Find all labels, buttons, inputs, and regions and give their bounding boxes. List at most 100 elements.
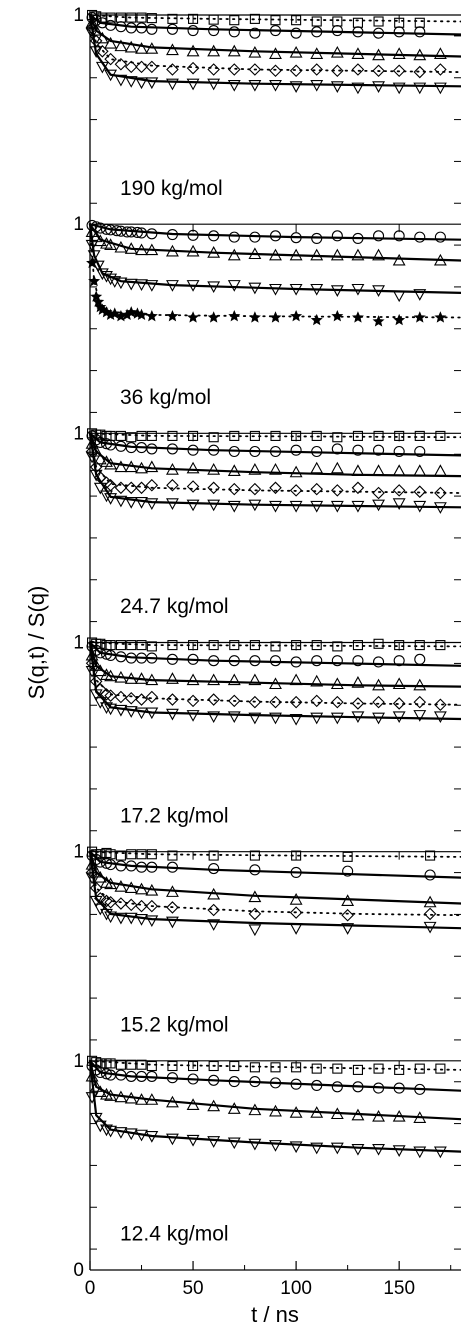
square-marker	[435, 640, 446, 651]
circle-marker	[131, 226, 143, 239]
circle-marker	[146, 443, 158, 455]
square-marker	[188, 1060, 199, 1072]
circle-marker	[228, 445, 240, 458]
triangle-up-marker	[310, 248, 324, 261]
triangle-up-marker	[207, 673, 221, 686]
panel-label: 36 kg/mol	[120, 386, 211, 409]
diamond-marker	[114, 690, 128, 704]
diamond-marker	[392, 484, 406, 497]
square-marker	[126, 432, 137, 443]
fit-line	[88, 13, 461, 88]
diamond-marker	[331, 64, 344, 78]
diamond-marker	[248, 482, 262, 496]
series	[85, 14, 461, 79]
triangle-down-marker	[433, 82, 447, 95]
triangle-up-marker	[227, 673, 241, 686]
square-marker	[188, 640, 199, 651]
triangle-up-marker	[186, 461, 200, 474]
triangle-down-marker	[433, 1146, 447, 1159]
series	[85, 641, 461, 691]
triangle-down-marker	[227, 280, 241, 292]
circle-marker	[269, 1077, 282, 1089]
y-tick-label-one: 1	[73, 423, 84, 444]
fit-line	[88, 641, 461, 688]
diamond-marker	[351, 481, 365, 495]
series	[85, 432, 461, 500]
diamond-marker	[310, 63, 324, 76]
star-marker	[393, 313, 406, 326]
triangle-down-marker	[186, 1134, 200, 1147]
triangle-up-marker	[433, 253, 447, 266]
star-marker	[135, 308, 148, 321]
diamond-marker	[341, 908, 354, 922]
triangle-down-marker	[392, 498, 406, 511]
triangle-down-marker	[186, 78, 200, 91]
square-marker	[208, 850, 219, 861]
triangle-up-marker	[341, 894, 355, 906]
diamond-marker	[135, 899, 148, 913]
square-marker	[249, 1062, 260, 1073]
square-marker	[311, 430, 322, 441]
triangle-up-marker	[207, 44, 221, 57]
triangle-up-marker	[351, 47, 365, 59]
circle-marker	[414, 653, 426, 665]
circle-marker	[373, 656, 385, 668]
triangle-down-marker	[269, 500, 282, 513]
square-marker	[126, 849, 137, 860]
series	[87, 846, 461, 862]
triangle-down-marker	[392, 1145, 406, 1157]
diamond-marker	[145, 690, 159, 704]
circle-marker	[290, 27, 302, 39]
triangle-down-marker	[269, 712, 282, 725]
square-marker	[229, 640, 240, 651]
series	[85, 850, 461, 937]
square-marker	[311, 640, 322, 651]
triangle-up-marker	[392, 464, 406, 476]
triangle-up-marker	[227, 464, 241, 476]
triangle-down-marker	[372, 81, 385, 93]
triangle-down-marker	[166, 78, 179, 91]
triangle-down-marker	[269, 283, 282, 296]
triangle-down-marker	[423, 921, 437, 934]
fit-line	[88, 432, 461, 457]
square-marker	[332, 16, 343, 27]
star-marker	[434, 311, 447, 323]
circle-marker	[208, 25, 220, 37]
diamond-marker	[124, 898, 138, 912]
square-marker	[332, 641, 343, 652]
triangle-down-marker	[413, 82, 427, 95]
triangle-down-marker	[372, 712, 385, 725]
diamond-marker	[331, 484, 344, 497]
triangle-up-marker	[104, 36, 118, 49]
square-marker	[425, 850, 436, 861]
series	[85, 432, 461, 514]
triangle-up-marker	[93, 664, 107, 677]
x-tick-label: 100	[280, 1278, 312, 1299]
star-marker	[207, 311, 220, 323]
circle-marker	[414, 1083, 426, 1095]
triangle-up-marker	[330, 677, 344, 690]
triangle-down-marker	[104, 703, 118, 716]
fit-line	[89, 432, 461, 494]
series	[86, 219, 461, 244]
star-marker	[86, 256, 99, 269]
triangle-down-marker	[93, 1120, 107, 1133]
square-marker	[146, 641, 157, 652]
fit-line	[88, 850, 461, 879]
square-marker	[167, 640, 178, 651]
circle-marker	[393, 26, 405, 38]
square-marker	[229, 430, 240, 441]
star-marker	[125, 306, 138, 318]
diamond-marker	[124, 481, 138, 495]
triangle-up-marker	[100, 236, 113, 249]
circle-marker	[311, 445, 323, 458]
triangle-up-marker	[93, 452, 107, 465]
circle-marker	[331, 655, 343, 667]
triangle-up-marker	[413, 1111, 427, 1123]
circle-marker	[94, 436, 106, 448]
panel: 1 24.7 kg/mol	[73, 423, 461, 623]
circle-marker	[269, 230, 282, 242]
circle-marker	[290, 656, 302, 668]
circle-marker	[249, 445, 261, 458]
triangle-up-marker	[135, 1093, 148, 1105]
